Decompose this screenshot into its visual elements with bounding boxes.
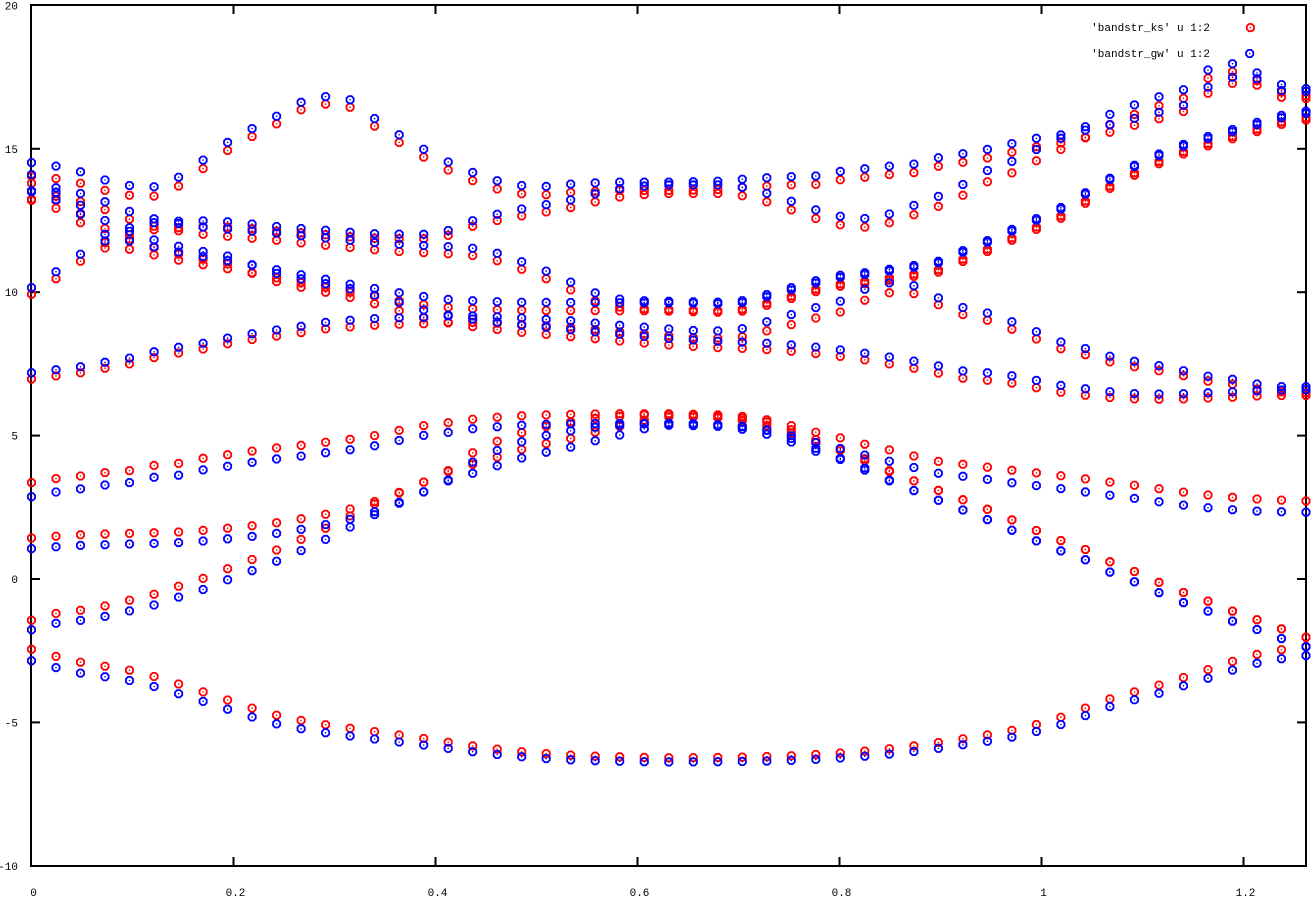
svg-text:'bandstr_gw' u 1:2: 'bandstr_gw' u 1:2	[1091, 49, 1210, 61]
svg-text:5: 5	[11, 432, 18, 444]
svg-text:1: 1	[1040, 888, 1047, 899]
svg-text:10: 10	[5, 288, 18, 300]
svg-text:1.2: 1.2	[1236, 888, 1256, 899]
svg-text:0.6: 0.6	[630, 888, 650, 899]
svg-text:-5: -5	[5, 718, 18, 730]
svg-text:'bandstr_ks' u 1:2: 'bandstr_ks' u 1:2	[1091, 23, 1210, 35]
svg-text:0: 0	[11, 575, 18, 587]
svg-text:0.8: 0.8	[832, 888, 852, 899]
svg-text:15: 15	[5, 145, 18, 157]
svg-text:0.2: 0.2	[226, 888, 246, 899]
svg-text:0: 0	[30, 888, 37, 899]
svg-text:-10: -10	[0, 862, 18, 874]
svg-text:0.4: 0.4	[428, 888, 448, 899]
svg-text:20: 20	[5, 1, 18, 13]
